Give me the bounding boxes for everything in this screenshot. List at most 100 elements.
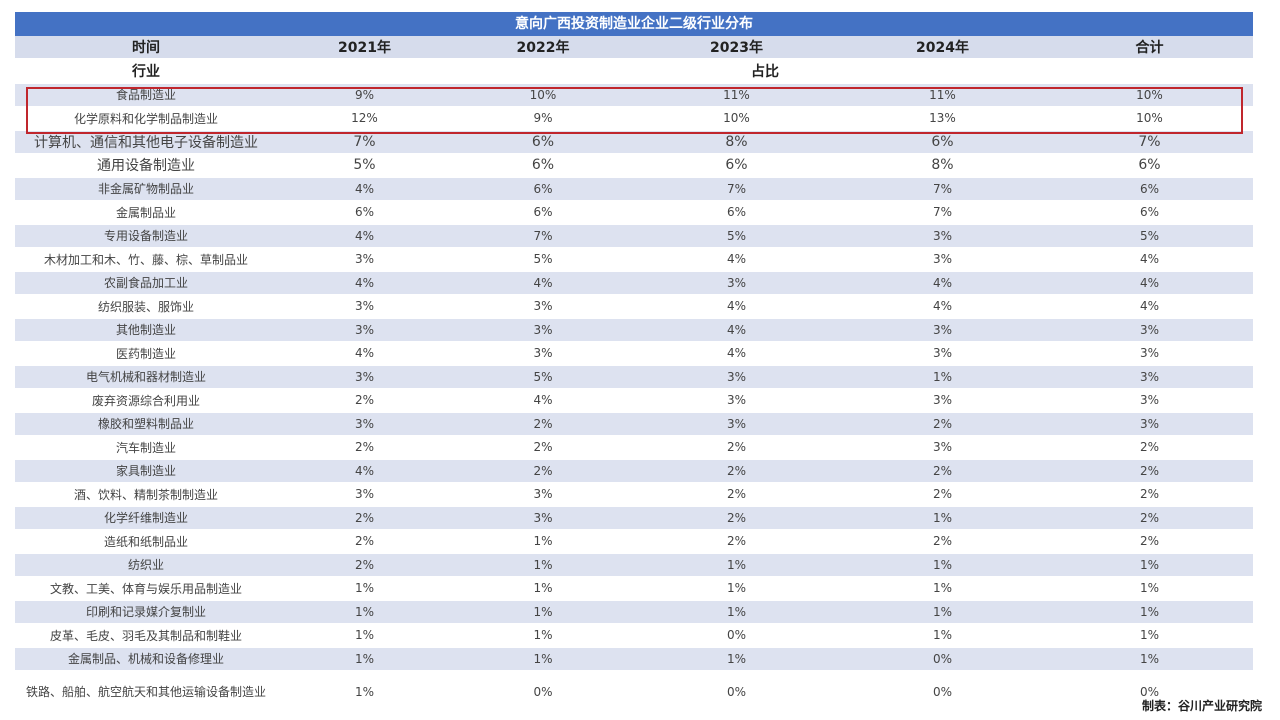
share-cell: 0% <box>634 670 839 714</box>
table-title: 意向广西投资制造业企业二级行业分布 <box>15 12 1253 36</box>
share-cell: 3% <box>452 482 634 507</box>
table-row: 金属制品业 6% 6% 6% 7% 6% <box>15 200 1253 225</box>
share-cell: 3% <box>277 482 452 507</box>
share-cell: 3% <box>839 224 1046 249</box>
share-cell: 2% <box>277 388 452 413</box>
share-cell: 1% <box>839 600 1046 625</box>
industry-cell: 化学原料和化学制品制造业 <box>15 106 277 131</box>
share-cell: 2% <box>634 506 839 531</box>
share-cell: 0% <box>634 623 839 648</box>
share-cell: 11% <box>839 83 1046 108</box>
header-share: 占比 <box>277 59 1253 84</box>
industry-cell: 橡胶和塑料制品业 <box>15 412 277 437</box>
share-cell: 5% <box>1046 224 1253 249</box>
table-row: 其他制造业 3% 3% 4% 3% 3% <box>15 318 1253 343</box>
share-cell: 4% <box>277 459 452 484</box>
share-cell: 1% <box>839 623 1046 648</box>
industry-cell: 纺织服装、服饰业 <box>15 294 277 319</box>
share-cell: 1% <box>1046 576 1253 601</box>
share-cell: 5% <box>634 224 839 249</box>
share-cell: 1% <box>634 600 839 625</box>
share-cell: 2% <box>277 529 452 554</box>
share-cell: 9% <box>452 106 634 131</box>
industry-cell: 非金属矿物制品业 <box>15 177 277 202</box>
share-cell: 10% <box>634 106 839 131</box>
share-cell: 4% <box>839 294 1046 319</box>
share-cell: 6% <box>452 130 634 155</box>
share-cell: 1% <box>452 600 634 625</box>
industry-cell: 通用设备制造业 <box>15 153 277 178</box>
industry-cell: 金属制品业 <box>15 200 277 225</box>
share-cell: 6% <box>452 200 634 225</box>
share-cell: 3% <box>277 318 452 343</box>
industry-cell: 食品制造业 <box>15 83 277 108</box>
share-cell: 1% <box>277 623 452 648</box>
share-cell: 3% <box>839 435 1046 460</box>
industry-cell: 造纸和纸制品业 <box>15 529 277 554</box>
share-cell: 0% <box>1046 670 1253 714</box>
industry-cell: 纺织业 <box>15 553 277 578</box>
share-cell: 3% <box>452 341 634 366</box>
share-cell: 1% <box>452 623 634 648</box>
industry-cell: 计算机、通信和其他电子设备制造业 <box>15 130 277 155</box>
share-cell: 1% <box>277 576 452 601</box>
share-cell: 1% <box>452 647 634 672</box>
share-cell: 4% <box>277 224 452 249</box>
share-cell: 2% <box>452 435 634 460</box>
share-cell: 7% <box>277 130 452 155</box>
share-cell: 6% <box>839 130 1046 155</box>
share-cell: 4% <box>1046 294 1253 319</box>
share-cell: 4% <box>277 341 452 366</box>
share-cell: 3% <box>452 506 634 531</box>
share-cell: 2% <box>1046 435 1253 460</box>
header-year-2024: 2024年 <box>839 36 1046 60</box>
share-cell: 2% <box>839 412 1046 437</box>
share-cell: 1% <box>277 600 452 625</box>
share-cell: 0% <box>839 647 1046 672</box>
share-cell: 2% <box>634 435 839 460</box>
share-cell: 2% <box>1046 482 1253 507</box>
table-row: 纺织服装、服饰业 3% 3% 4% 4% 4% <box>15 294 1253 319</box>
share-cell: 3% <box>277 365 452 390</box>
share-cell: 7% <box>839 177 1046 202</box>
share-cell: 2% <box>634 482 839 507</box>
share-cell: 2% <box>452 459 634 484</box>
header-year-2021: 2021年 <box>277 36 452 60</box>
share-cell: 3% <box>277 294 452 319</box>
share-cell: 4% <box>277 177 452 202</box>
share-cell: 6% <box>634 153 839 178</box>
share-cell: 6% <box>452 153 634 178</box>
share-cell: 2% <box>839 482 1046 507</box>
table-row: 专用设备制造业 4% 7% 5% 3% 5% <box>15 224 1253 249</box>
industry-cell: 化学纤维制造业 <box>15 506 277 531</box>
industry-cell: 酒、饮料、精制茶制制造业 <box>15 482 277 507</box>
table-row: 皮革、毛皮、羽毛及其制品和制鞋业 1% 1% 0% 1% 1% <box>15 623 1253 648</box>
share-cell: 3% <box>634 412 839 437</box>
share-cell: 2% <box>634 459 839 484</box>
header-industry: 行业 <box>15 59 277 84</box>
industry-cell: 专用设备制造业 <box>15 224 277 249</box>
share-cell: 6% <box>1046 177 1253 202</box>
share-cell: 3% <box>1046 412 1253 437</box>
share-cell: 1% <box>839 553 1046 578</box>
share-cell: 9% <box>277 83 452 108</box>
share-cell: 13% <box>839 106 1046 131</box>
industry-cell: 汽车制造业 <box>15 435 277 460</box>
share-cell: 1% <box>1046 647 1253 672</box>
share-cell: 3% <box>839 341 1046 366</box>
table-row: 化学纤维制造业 2% 3% 2% 1% 2% <box>15 506 1253 531</box>
industry-cell: 电气机械和器材制造业 <box>15 365 277 390</box>
share-cell: 2% <box>1046 459 1253 484</box>
share-cell: 3% <box>1046 388 1253 413</box>
share-cell: 6% <box>634 200 839 225</box>
share-cell: 3% <box>452 318 634 343</box>
share-cell: 4% <box>634 318 839 343</box>
share-cell: 2% <box>1046 506 1253 531</box>
table-row: 酒、饮料、精制茶制制造业 3% 3% 2% 2% 2% <box>15 482 1253 507</box>
share-cell: 4% <box>277 271 452 296</box>
share-cell: 7% <box>634 177 839 202</box>
share-cell: 2% <box>634 529 839 554</box>
credit-text: 制表：谷川产业研究院 <box>1141 699 1262 713</box>
share-cell: 5% <box>452 247 634 272</box>
share-cell: 1% <box>452 553 634 578</box>
